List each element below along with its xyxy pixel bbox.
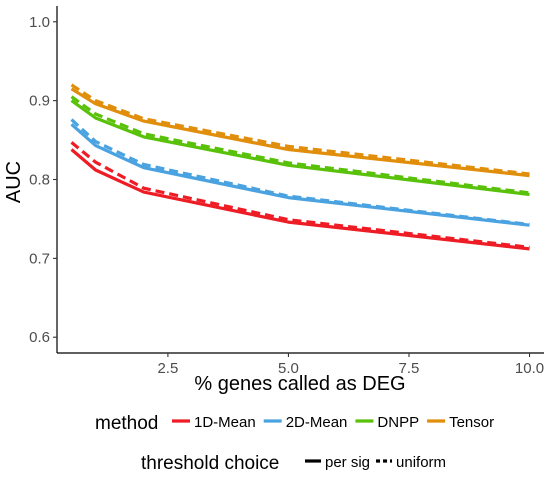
legend-threshold-label: uniform — [396, 454, 446, 471]
x-axis-title: % genes called as DEG — [194, 373, 405, 395]
y-axis-title: AUC — [3, 161, 25, 203]
legend-threshold: threshold choice per sig uniform — [141, 453, 446, 474]
legend-method: method 1D-Mean 2D-Mean DNPP Tensor — [95, 413, 494, 434]
x-tick-label: 5.0 — [278, 360, 299, 377]
series-line-tensor-per-sig — [70, 87, 530, 178]
legend-threshold-label: per sig — [325, 454, 370, 471]
legend-threshold-items: per sig uniform — [305, 454, 446, 471]
legend-method-title: method — [95, 413, 158, 434]
series-line-tensor-uniform — [70, 83, 530, 176]
y-tick-label: 0.6 — [29, 329, 50, 346]
legend-method-label: Tensor — [449, 414, 494, 431]
series-line-dnpp-uniform — [70, 95, 530, 195]
x-tick-label: 10.0 — [515, 360, 544, 377]
series-line-1d-mean-per-sig — [70, 148, 530, 251]
x-ticks: 2.5 5.0 7.5 10.0 — [157, 353, 544, 377]
axes — [56, 6, 544, 354]
x-tick-label: 7.5 — [399, 360, 420, 377]
series-line-2d-mean-per-sig — [70, 123, 530, 227]
x-tick-label: 2.5 — [157, 360, 178, 377]
y-tick-label: 1.0 — [29, 14, 50, 31]
legend-method-label: 1D-Mean — [194, 414, 256, 431]
y-tick-label: 0.7 — [29, 250, 50, 267]
series-line-dnpp-per-sig — [70, 99, 530, 197]
legend-threshold-title: threshold choice — [141, 453, 279, 474]
legend-method-label: 2D-Mean — [286, 414, 348, 431]
legend-method-label: DNPP — [377, 414, 419, 431]
series-line-2d-mean-uniform — [70, 118, 530, 227]
series-lines — [70, 83, 530, 251]
series-line-1d-mean-uniform — [70, 141, 530, 249]
y-ticks: 0.6 0.7 0.8 0.9 1.0 — [29, 14, 57, 346]
y-tick-label: 0.9 — [29, 93, 50, 110]
legend-method-items: 1D-Mean 2D-Mean DNPP Tensor — [172, 414, 494, 431]
y-tick-label: 0.8 — [29, 172, 50, 189]
